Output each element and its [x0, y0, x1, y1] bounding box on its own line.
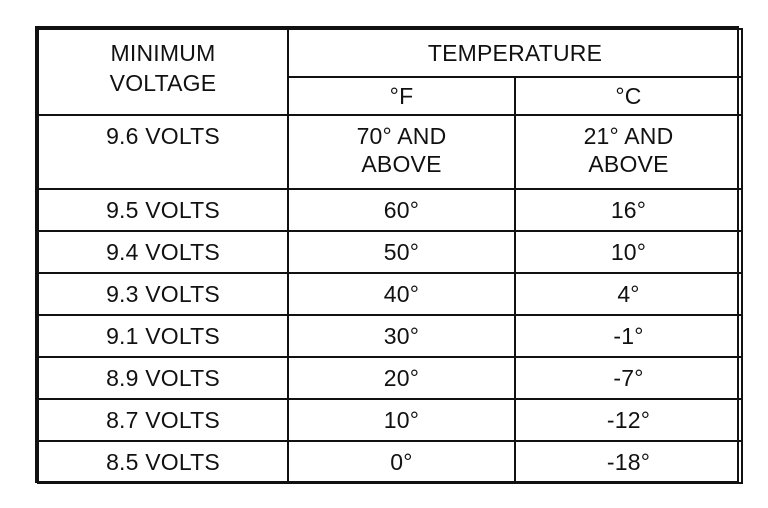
voltage-cell: 8.9 VOLTS	[37, 356, 289, 400]
voltage-cell: 9.3 VOLTS	[37, 272, 289, 316]
table-row: 9.5 VOLTS 60° 16°	[37, 188, 744, 232]
celsius-cell: -1°	[513, 314, 744, 358]
fahrenheit-cell: 10°	[287, 398, 516, 442]
celsius-cell: 16°	[513, 188, 744, 232]
celsius-cell: 4°	[513, 272, 744, 316]
fahrenheit-cell: 30°	[287, 314, 516, 358]
table-row: 8.7 VOLTS 10° -12°	[37, 398, 744, 442]
header-row: MINIMUM VOLTAGE TEMPERATURE	[37, 28, 744, 116]
fahrenheit-cell-line1: 70° AND	[356, 123, 447, 149]
table-row: 8.9 VOLTS 20° -7°	[37, 356, 744, 400]
minimum-voltage-header: MINIMUM VOLTAGE	[37, 28, 289, 116]
table-row: 9.4 VOLTS 50° 10°	[37, 230, 744, 274]
celsius-header: °C	[513, 76, 744, 116]
celsius-cell: 21° AND ABOVE	[513, 114, 744, 190]
celsius-cell-line2: ABOVE	[588, 151, 669, 177]
unit-header-row: °F °C	[38, 76, 744, 116]
celsius-cell: -12°	[513, 398, 744, 442]
table-row: 9.6 VOLTS 70° AND ABOVE 21° AND ABOVE	[37, 114, 744, 190]
fahrenheit-cell: 60°	[287, 188, 516, 232]
fahrenheit-cell: 70° AND ABOVE	[287, 114, 516, 190]
voltage-temperature-table-frame: MINIMUM VOLTAGE TEMPERATURE °F °C 9.6 VO…	[35, 26, 744, 484]
celsius-cell: 10°	[513, 230, 744, 274]
voltage-cell: 9.6 VOLTS	[37, 114, 289, 190]
celsius-cell-line1: 21° AND	[583, 123, 674, 149]
table-row: 9.1 VOLTS 30° -1°	[37, 314, 744, 358]
voltage-cell: 8.5 VOLTS	[37, 440, 289, 484]
voltage-cell: 8.7 VOLTS	[37, 398, 289, 442]
voltage-cell: 9.5 VOLTS	[37, 188, 289, 232]
table-row: 8.5 VOLTS 0° -18°	[37, 440, 744, 484]
celsius-cell: -18°	[513, 440, 744, 484]
fahrenheit-cell: 40°	[287, 272, 516, 316]
fahrenheit-cell: 20°	[287, 356, 516, 400]
temperature-header: TEMPERATURE	[286, 28, 744, 78]
voltage-cell: 9.4 VOLTS	[37, 230, 289, 274]
minimum-voltage-header-line1: MINIMUM	[110, 40, 216, 66]
voltage-temperature-table: MINIMUM VOLTAGE TEMPERATURE °F °C 9.6 VO…	[37, 28, 744, 484]
table-row: 9.3 VOLTS 40° 4°	[37, 272, 744, 316]
fahrenheit-header: °F	[287, 76, 516, 116]
fahrenheit-cell: 0°	[287, 440, 516, 484]
minimum-voltage-header-line2: VOLTAGE	[109, 70, 217, 96]
fahrenheit-cell: 50°	[287, 230, 516, 274]
celsius-cell: -7°	[513, 356, 744, 400]
voltage-cell: 9.1 VOLTS	[37, 314, 289, 358]
fahrenheit-cell-line2: ABOVE	[361, 151, 442, 177]
